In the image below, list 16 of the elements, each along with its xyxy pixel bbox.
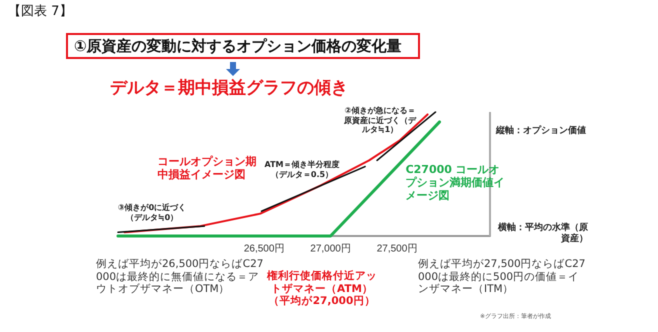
y-axis-title: 縦軸：オプション価値 <box>496 126 586 137</box>
x-tick-label: 27,000円 <box>310 244 351 254</box>
text: 【図表 7】 <box>8 4 72 20</box>
text: 例えば平均が26,500円ならばC27000は最終的に無価値になる＝アウトオブザマネー（OTM） <box>96 258 264 296</box>
x-axis-title: 横軸：平均の水準（原資産） <box>496 223 588 245</box>
x-tick-label: 27,500円 <box>376 244 418 254</box>
annotation: ③傾きが0に近づく（デルタ≒0） <box>116 203 188 222</box>
chart-title: ①原資産の変動に対するオプション価格の変化量 <box>66 33 420 59</box>
text: 権利行使価格付近アットザマネー（ATM）（平均が27,000円） <box>266 270 378 308</box>
chart-subtitle: デルタ＝期中損益グラフの傾き <box>110 78 348 98</box>
text: コールオプション期中損益イメージ図 <box>157 155 258 182</box>
series-label: C27000 コールオプション満期価値イメージ図 <box>406 163 506 203</box>
text: 例えば平均が27,500円ならばC27000は最終的に500円の価値＝インザマネー（ITM） <box>418 258 586 296</box>
annotation: ②傾きが急になる＝原資産に近づく（デルタ≒1） <box>344 106 416 135</box>
x-tick-label: 26,500円 <box>244 244 284 254</box>
annotation: ATM＝傾き半分程度（デルタ＝0.5） <box>264 160 340 180</box>
